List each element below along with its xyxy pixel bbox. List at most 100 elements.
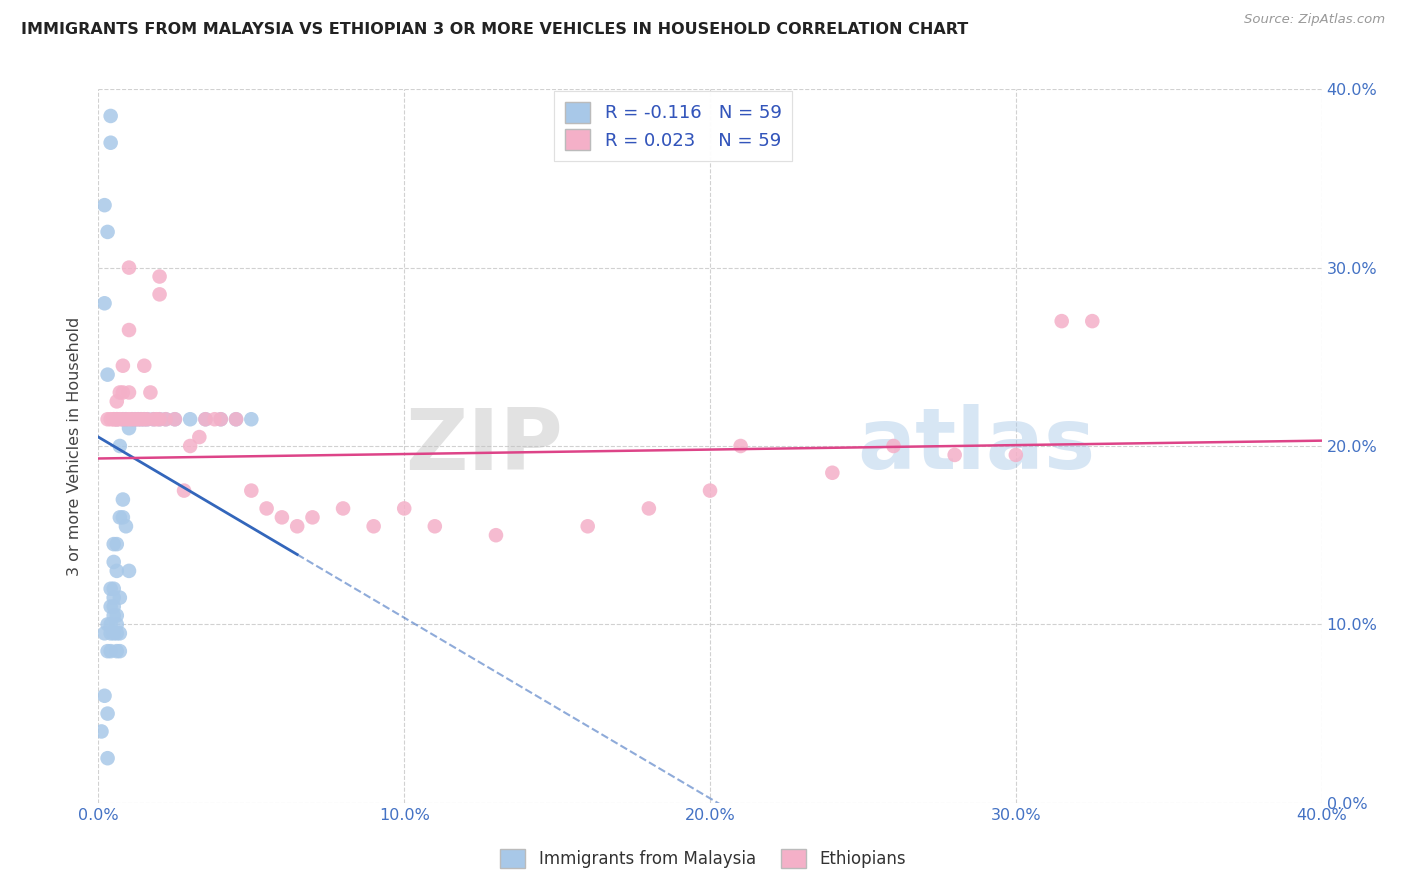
Point: [105, 626, 128, 640]
Point: [115, 412, 138, 426]
Point: [118, 323, 141, 337]
Point: [136, 412, 159, 426]
Point: [103, 599, 125, 614]
Point: [100, 136, 122, 150]
Point: [149, 287, 172, 301]
Point: [111, 385, 134, 400]
Text: ZIP: ZIP: [405, 404, 564, 488]
Point: [108, 510, 131, 524]
Text: Source: ZipAtlas.com: Source: ZipAtlas.com: [1244, 13, 1385, 27]
Point: [118, 412, 141, 426]
Point: [188, 430, 211, 444]
Point: [100, 617, 122, 632]
Point: [111, 492, 134, 507]
Point: [730, 439, 752, 453]
Point: [225, 412, 247, 426]
Point: [392, 501, 416, 516]
Text: atlas: atlas: [856, 404, 1095, 488]
Point: [124, 412, 146, 426]
Point: [100, 582, 122, 596]
Point: [97, 751, 120, 765]
Point: [100, 644, 122, 658]
Point: [301, 510, 323, 524]
Point: [194, 412, 217, 426]
Point: [103, 555, 125, 569]
Point: [93, 296, 115, 310]
Point: [105, 617, 128, 632]
Point: [127, 412, 149, 426]
Point: [163, 412, 186, 426]
Point: [108, 385, 131, 400]
Point: [90, 724, 112, 739]
Point: [97, 368, 120, 382]
Point: [97, 644, 120, 658]
Point: [100, 599, 122, 614]
Point: [105, 412, 128, 426]
Point: [332, 501, 354, 516]
Point: [118, 385, 141, 400]
Point: [118, 421, 141, 435]
Point: [124, 412, 146, 426]
Point: [121, 412, 143, 426]
Point: [204, 412, 226, 426]
Point: [194, 412, 217, 426]
Point: [105, 608, 128, 623]
Point: [108, 591, 131, 605]
Point: [105, 412, 128, 426]
Point: [699, 483, 721, 498]
Point: [179, 439, 201, 453]
Point: [163, 412, 186, 426]
Point: [149, 412, 172, 426]
Point: [100, 626, 122, 640]
Point: [139, 385, 162, 400]
Point: [256, 501, 278, 516]
Point: [142, 412, 165, 426]
Point: [363, 519, 385, 533]
Point: [173, 483, 195, 498]
Point: [111, 412, 134, 426]
Point: [1081, 314, 1104, 328]
Point: [285, 519, 308, 533]
Legend: Immigrants from Malaysia, Ethiopians: Immigrants from Malaysia, Ethiopians: [494, 842, 912, 875]
Point: [111, 359, 134, 373]
Point: [108, 626, 131, 640]
Point: [105, 644, 128, 658]
Point: [1004, 448, 1026, 462]
Point: [485, 528, 508, 542]
Point: [103, 412, 125, 426]
Point: [115, 412, 138, 426]
Point: [576, 519, 599, 533]
Point: [209, 412, 232, 426]
Legend: R = -0.116   N = 59, R = 0.023    N = 59: R = -0.116 N = 59, R = 0.023 N = 59: [554, 91, 793, 161]
Y-axis label: 3 or more Vehicles in Household: 3 or more Vehicles in Household: [67, 317, 83, 575]
Point: [103, 608, 125, 623]
Point: [637, 501, 661, 516]
Point: [136, 412, 159, 426]
Point: [127, 412, 149, 426]
Point: [100, 412, 122, 426]
Point: [111, 412, 134, 426]
Text: IMMIGRANTS FROM MALAYSIA VS ETHIOPIAN 3 OR MORE VEHICLES IN HOUSEHOLD CORRELATIO: IMMIGRANTS FROM MALAYSIA VS ETHIOPIAN 3 …: [21, 22, 969, 37]
Point: [943, 448, 966, 462]
Point: [103, 582, 125, 596]
Point: [103, 626, 125, 640]
Point: [121, 412, 143, 426]
Point: [179, 412, 201, 426]
Point: [155, 412, 177, 426]
Point: [209, 412, 232, 426]
Point: [103, 537, 125, 551]
Point: [240, 412, 263, 426]
Point: [129, 412, 152, 426]
Point: [149, 269, 172, 284]
Point: [97, 617, 120, 632]
Point: [155, 412, 177, 426]
Point: [100, 109, 122, 123]
Point: [821, 466, 844, 480]
Point: [115, 519, 138, 533]
Point: [97, 225, 120, 239]
Point: [103, 591, 125, 605]
Point: [103, 412, 125, 426]
Point: [1050, 314, 1073, 328]
Point: [134, 412, 156, 426]
Point: [105, 394, 128, 409]
